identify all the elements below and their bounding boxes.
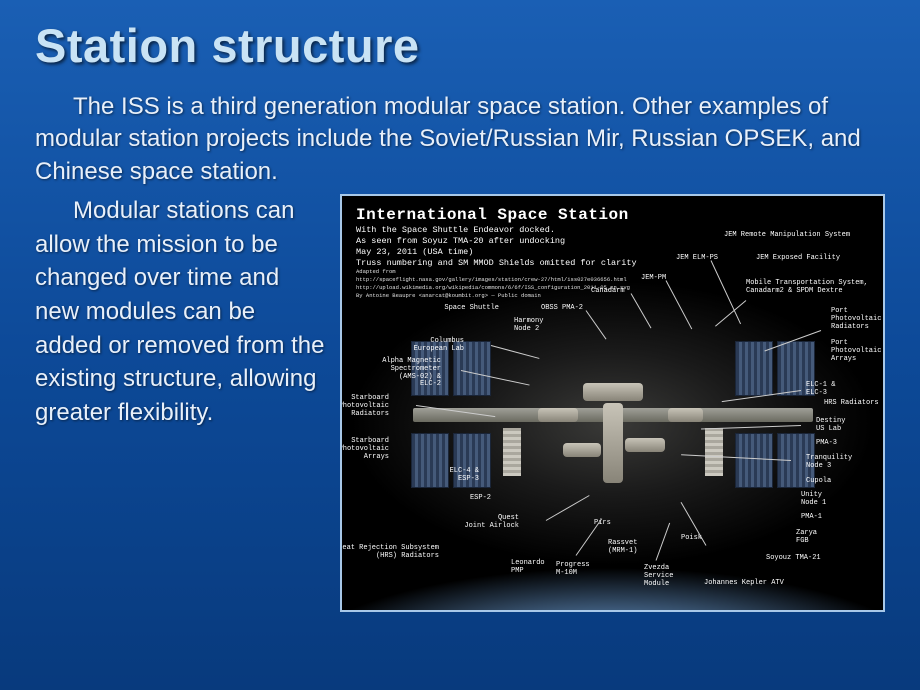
- module: [563, 443, 601, 457]
- body-wrap: The ISS is a third generation modular sp…: [35, 91, 885, 612]
- label-rassvet: Rassvet(MRM-1): [608, 540, 637, 555]
- label-jemrms: JEM Remote Manipulation System: [724, 232, 850, 240]
- label-poisk: Poisk: [681, 535, 702, 543]
- label-hrsrad: HRS Radiators: [824, 400, 879, 408]
- module: [668, 408, 703, 422]
- label-cupola: Cupola: [806, 478, 831, 486]
- diagram-subtitle-3: May 23, 2011 (USA time): [356, 247, 473, 258]
- lower-row: Modular stations can allow the mission t…: [35, 194, 885, 612]
- label-jempm: JEM-PM: [641, 275, 666, 283]
- label-tranq: TranquilityNode 3: [806, 455, 852, 470]
- paragraph-2: Modular stations can allow the mission t…: [35, 194, 325, 429]
- solar-panel: [735, 433, 773, 488]
- label-progress: ProgressM-10M: [556, 562, 590, 577]
- label-zvezda: ZvezdaServiceModule: [644, 565, 673, 588]
- paragraph-1: The ISS is a third generation modular sp…: [35, 91, 885, 188]
- diagram-title: International Space Station: [356, 206, 629, 224]
- module: [583, 383, 643, 401]
- module: [625, 438, 665, 452]
- diagram-bg: International Space Station With the Spa…: [346, 200, 879, 606]
- label-stbd-rad: StarboardPhotovoltaicRadiators: [340, 395, 389, 418]
- diagram-attr-2: http://spaceflight.nasa.gov/gallery/imag…: [356, 276, 627, 283]
- label-ams: Alpha MagneticSpectrometer(AMS-02) &ELC-…: [382, 358, 441, 389]
- label-destiny: DestinyUS Lab: [816, 418, 845, 433]
- iss-diagram: International Space Station With the Spa…: [340, 194, 885, 612]
- label-soyuz: Soyouz TMA-21: [766, 555, 821, 563]
- label-quest: QuestJoint Airlock: [464, 515, 519, 530]
- label-zarya: ZaryaFGB: [796, 530, 817, 545]
- module: [538, 408, 578, 422]
- label-pma1: PMA-1: [801, 514, 822, 522]
- diagram-attr-3: http://upload.wikimedia.org/wikipedia/co…: [356, 284, 630, 291]
- station-graphic: [403, 313, 823, 533]
- solar-panel: [411, 433, 449, 488]
- diagram-attr-4: By Antoine Beaupre <anarcat@koumbit.org>…: [356, 292, 541, 299]
- label-pma3: PMA-3: [816, 440, 837, 448]
- label-mts: Mobile Transportation System,Canadarm2 &…: [746, 280, 868, 295]
- label-jemef: JEM Exposed Facility: [756, 255, 840, 263]
- label-port-arr: PortPhotovoltaicArrays: [831, 340, 881, 363]
- label-elc4: ELC-4 &ESP-3: [450, 468, 479, 483]
- slide-title: Station structure: [35, 18, 885, 73]
- label-atv: Johannes Kepler ATV: [704, 580, 784, 588]
- label-shuttle: Space Shuttle: [444, 305, 499, 313]
- slide: Station structure The ISS is a third gen…: [0, 0, 920, 690]
- label-unity: UnityNode 1: [801, 492, 826, 507]
- label-esp2: ESP-2: [470, 495, 491, 503]
- diagram-subtitle-4: Truss numbering and SM MMOD Shields omit…: [356, 258, 637, 269]
- diagram-subtitle-1: With the Space Shuttle Endeavor docked.: [356, 225, 555, 236]
- label-columbus: ColumbusEuropean Lab: [414, 338, 464, 353]
- module: [603, 403, 623, 483]
- label-stbd-arr: StarboardPhotovoltaicArrays: [340, 438, 389, 461]
- label-hrs: Heat Rejection Subsystem(HRS) Radiators: [340, 545, 439, 560]
- label-obss: OBSS PMA-2: [541, 305, 583, 313]
- label-harmony: HarmonyNode 2: [514, 318, 543, 333]
- diagram-subtitle-2: As seen from Soyuz TMA-20 after undockin…: [356, 236, 565, 247]
- radiator: [503, 428, 521, 476]
- label-elc1: ELC-1 &ELC-3: [806, 382, 835, 397]
- diagram-attr-1: Adapted from: [356, 268, 396, 275]
- label-port-rad: PortPhotovoltaicRadiators: [831, 308, 881, 331]
- radiator: [705, 428, 723, 476]
- label-leonardo: LeonardoPMP: [511, 560, 545, 575]
- label-canadarm: Canadarm: [591, 288, 625, 296]
